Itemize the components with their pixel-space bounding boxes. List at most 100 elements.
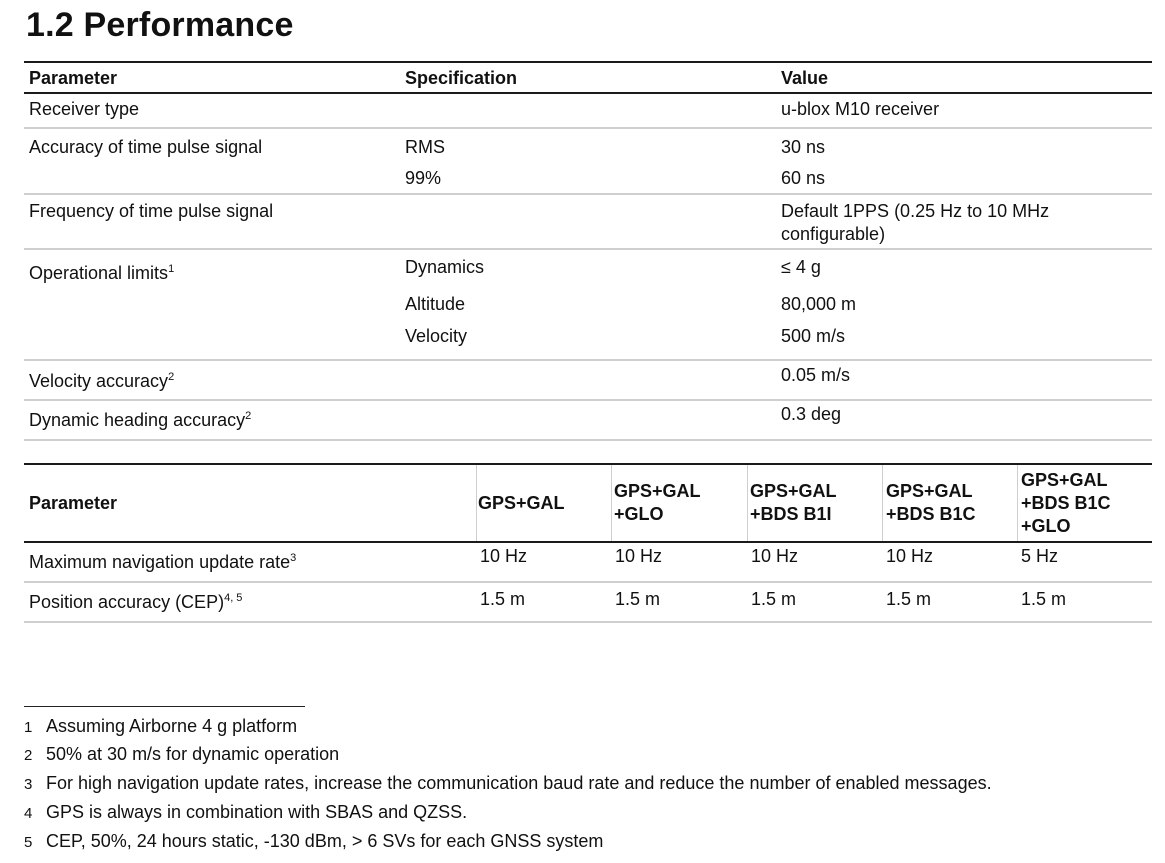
footnote: 5 CEP, 50%, 24 hours static, -130 dBm, > …	[24, 830, 603, 854]
header-gps-gal-glo-l2: +GLO	[614, 504, 664, 524]
header-gps-gal-b1c-l1: GPS+GAL	[886, 481, 973, 501]
row-parameter: Dynamic heading accuracy2	[29, 409, 251, 432]
row-value: 10 Hz	[480, 546, 528, 566]
header-gps-gal-b1i-l1: GPS+GAL	[750, 481, 837, 501]
footnote-text: For high navigation update rates, increa…	[46, 773, 992, 793]
footnote-text: CEP, 50%, 24 hours static, -130 dBm, > 6…	[46, 831, 604, 851]
row-divider	[24, 127, 1152, 129]
performance-table: Parameter Specification Value Receiver t…	[24, 61, 1152, 441]
row-value: 30 ns	[781, 137, 826, 157]
param-text: Dynamic heading accuracy	[29, 410, 246, 430]
table-header-row: Parameter Specification Value	[24, 63, 1152, 92]
row-divider	[24, 359, 1152, 361]
param-text: Velocity accuracy	[29, 371, 169, 391]
row-parameter: Velocity accuracy2	[29, 370, 174, 393]
row-value-line2: configurable)	[781, 224, 886, 244]
footnote-number: 3	[24, 776, 33, 793]
table-row: Velocity accuracy2 0.05 m/s	[24, 361, 1152, 399]
row-value: u-blox M10 receiver	[781, 99, 940, 119]
row-spec: Dynamics	[405, 257, 485, 277]
footnote: 1 Assuming Airborne 4 g platform	[24, 715, 297, 739]
header-parameter: Parameter	[29, 493, 118, 513]
row-value: 1.5 m	[751, 589, 797, 609]
header-gps-gal-b1c-l2: +BDS B1C	[886, 504, 976, 524]
row-divider	[24, 439, 1152, 441]
table-top-rule	[24, 463, 1152, 465]
gnss-table: Parameter GPS+GAL GPS+GAL +GLO GPS+GAL +…	[24, 463, 1152, 623]
header-gps-gal: GPS+GAL	[478, 493, 565, 513]
header-gps-gal-b1c-glo-l2: +BDS B1C	[1021, 493, 1111, 513]
table-row: Receiver type u-blox M10 receiver	[24, 94, 1152, 127]
row-value: 1.5 m	[1021, 589, 1067, 609]
row-divider	[24, 399, 1152, 401]
footnote-text: 50% at 30 m/s for dynamic operation	[46, 744, 340, 764]
param-text: Position accuracy (CEP)	[29, 592, 225, 612]
table-row: Dynamic heading accuracy2 0.3 deg	[24, 401, 1152, 439]
row-parameter: Maximum navigation update rate3	[29, 551, 296, 574]
column-divider	[1017, 465, 1018, 541]
footnote-ref: 2	[168, 371, 175, 383]
header-specification: Specification	[405, 68, 518, 88]
header-gps-gal-b1c-glo-l3: +GLO	[1021, 516, 1071, 536]
table-top-rule	[24, 61, 1152, 63]
footnote: 2 50% at 30 m/s for dynamic operation	[24, 743, 339, 767]
table-row: Maximum navigation update rate3 10 Hz 10…	[24, 543, 1152, 581]
footnote: 4 GPS is always in combination with SBAS …	[24, 801, 467, 825]
row-parameter: Receiver type	[29, 99, 140, 119]
row-parameter: Accuracy of time pulse signal	[29, 137, 263, 157]
column-divider	[882, 465, 883, 541]
table-row: Frequency of time pulse signal Default 1…	[24, 195, 1152, 248]
row-value: 10 Hz	[615, 546, 663, 566]
row-value: 80,000 m	[781, 294, 857, 314]
footnote-text: Assuming Airborne 4 g platform	[46, 716, 298, 736]
row-parameter: Operational limits1	[29, 262, 174, 285]
footnote-number: 5	[24, 834, 33, 851]
row-divider	[24, 193, 1152, 195]
footnote-text: GPS is always in combination with SBAS a…	[46, 802, 468, 822]
row-parameter: Position accuracy (CEP)4, 5	[29, 591, 242, 614]
row-spec: Altitude	[405, 294, 466, 314]
column-divider	[747, 465, 748, 541]
row-divider	[24, 581, 1152, 583]
table-row: Position accuracy (CEP)4, 5 1.5 m 1.5 m …	[24, 583, 1152, 621]
param-text: Operational limits	[29, 263, 169, 283]
row-divider	[24, 621, 1152, 623]
table-row: Accuracy of time pulse signal RMS 30 ns …	[24, 129, 1152, 193]
row-value: 0.3 deg	[781, 404, 842, 424]
column-divider	[611, 465, 612, 541]
footnote-ref: 3	[290, 552, 297, 564]
row-value: 500 m/s	[781, 326, 846, 346]
row-value: 10 Hz	[751, 546, 799, 566]
row-value: 1.5 m	[615, 589, 661, 609]
row-value: 1.5 m	[886, 589, 932, 609]
header-gps-gal-b1c-glo-l1: GPS+GAL	[1021, 470, 1108, 490]
footnote-number: 4	[24, 805, 33, 822]
row-value: ≤ 4 g	[781, 257, 821, 277]
footnote-number: 2	[24, 747, 33, 764]
header-rule	[24, 92, 1152, 94]
row-value-line1: Default 1PPS (0.25 Hz to 10 MHz	[781, 201, 1050, 221]
table-row: Operational limits1 Dynamics ≤ 4 g Altit…	[24, 250, 1152, 359]
footnote-rule	[24, 706, 305, 707]
row-value: 5 Hz	[1021, 546, 1059, 566]
header-gps-gal-glo-l1: GPS+GAL	[614, 481, 701, 501]
footnote-number: 1	[24, 719, 33, 736]
header-parameter: Parameter	[29, 68, 118, 88]
footnote: 3 For high navigation update rates, incre…	[24, 772, 992, 796]
row-value: 10 Hz	[886, 546, 934, 566]
page-title: 1.2 Performance	[26, 6, 294, 44]
column-divider	[476, 465, 477, 541]
row-value: 60 ns	[781, 168, 826, 188]
footnote-ref: 2	[245, 410, 252, 422]
row-parameter: Frequency of time pulse signal	[29, 201, 274, 221]
header-value: Value	[781, 68, 829, 88]
row-value: 0.05 m/s	[781, 365, 851, 385]
row-divider	[24, 248, 1152, 250]
row-spec: Velocity	[405, 326, 468, 346]
header-gps-gal-b1i-l2: +BDS B1I	[750, 504, 832, 524]
table-header-row: Parameter GPS+GAL GPS+GAL +GLO GPS+GAL +…	[24, 465, 1152, 541]
footnote-ref: 4, 5	[224, 592, 243, 604]
header-rule	[24, 541, 1152, 543]
row-spec: RMS	[405, 137, 445, 157]
param-text: Maximum navigation update rate	[29, 552, 291, 572]
